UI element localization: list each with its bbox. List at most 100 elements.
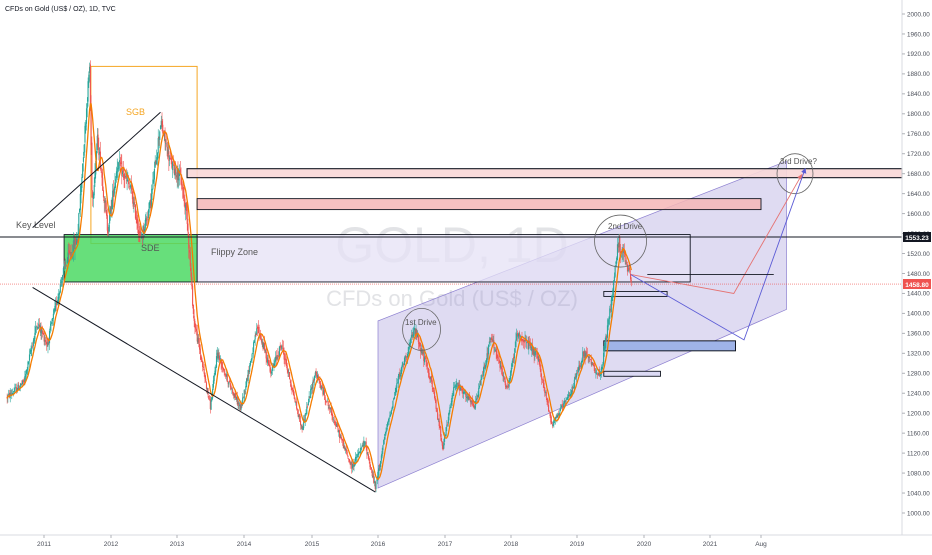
candle-body [206,387,208,390]
candle-body [471,400,473,402]
sde-label: SDE [141,243,160,253]
candle-body [260,338,262,342]
candle-body [606,325,609,338]
candle-body [303,419,305,429]
candle-body [153,179,155,182]
candle-body [123,174,125,178]
candle-body [511,364,513,367]
candle-body [157,138,159,154]
candle-body [404,355,406,359]
candle-body [626,261,628,263]
candle-body [559,409,561,413]
candle-body [421,349,423,355]
candle-body [319,380,321,384]
candle-body [188,234,190,249]
candle-body [275,355,277,361]
y-tick-label: 1760.00 [907,131,930,138]
candle-body [278,355,280,357]
candle-body [172,162,174,171]
candle-body [11,392,14,395]
candle-body [365,441,367,447]
candle-body [457,383,459,388]
y-tick-label: 2000.00 [907,11,930,18]
candle-body [507,385,509,388]
candle-body [202,366,204,368]
candle-body [358,452,360,453]
candle-body [147,210,149,218]
y-tick-label: 1080.00 [907,470,930,477]
candle-body [545,391,547,398]
candle-body [120,163,122,165]
y-tick-label: 1320.00 [907,351,930,358]
candle-body [401,364,403,367]
candle-body [563,402,565,408]
candle-body [372,475,374,477]
candle-body [298,415,300,417]
candle-body [379,463,381,467]
candle-body [161,121,163,128]
candle-body [572,387,574,389]
candle-body [98,147,100,156]
y-tick-label: 1520.00 [907,251,930,258]
candle-body [85,123,87,127]
candle-body [607,319,609,327]
candle-body [155,160,157,165]
candle-body [300,425,302,426]
candle-body [231,389,233,390]
candle-body [85,108,88,124]
candle-body [411,334,413,335]
candle-body [315,371,317,374]
candle-body [495,348,497,353]
candle-body [248,370,250,373]
candle-body [187,223,189,233]
candle-body [387,420,389,423]
candle-body [377,470,379,478]
moving-average-line [6,103,632,480]
candle-body [103,199,105,204]
candle-body [414,329,416,336]
candle-body [444,435,446,442]
candle-body [367,454,369,456]
candle-body [605,335,607,342]
price-badges: 1553.23 1458.80 [903,232,931,289]
candle-body [290,383,292,388]
candle-body [335,421,337,427]
candle-body [75,238,78,245]
candle-body [478,385,481,388]
candle-body [64,261,66,265]
candle-body [11,393,13,395]
candle-body [246,378,248,380]
candle-body [203,368,205,374]
candle-body [582,351,584,359]
candle-body [565,400,567,402]
candle-body [191,277,193,287]
sgb-label: SGB [126,107,145,117]
candle-body [58,292,61,295]
candle-body [130,185,132,187]
candle-body [41,330,43,334]
candle-body [227,383,229,384]
candle-body [501,368,503,376]
candle-body [112,189,114,198]
candle-body [12,392,14,394]
candle-body [210,400,212,410]
candle-body [500,366,503,370]
candle-body [588,356,590,359]
candle-body [224,373,226,375]
candle-body [341,439,343,441]
candle-body [604,342,606,350]
candle-body [116,168,118,173]
candle-body [378,465,380,471]
candle-body [56,301,58,305]
candle-body [164,130,166,143]
candle-body [391,407,393,409]
candle-body [532,348,534,355]
candle-body [27,361,29,370]
candle-body [361,444,363,447]
candle-body [625,262,627,264]
candle-body [249,365,251,372]
trendline-up [32,111,161,228]
candle-body [135,216,137,220]
candle-body [104,200,106,203]
